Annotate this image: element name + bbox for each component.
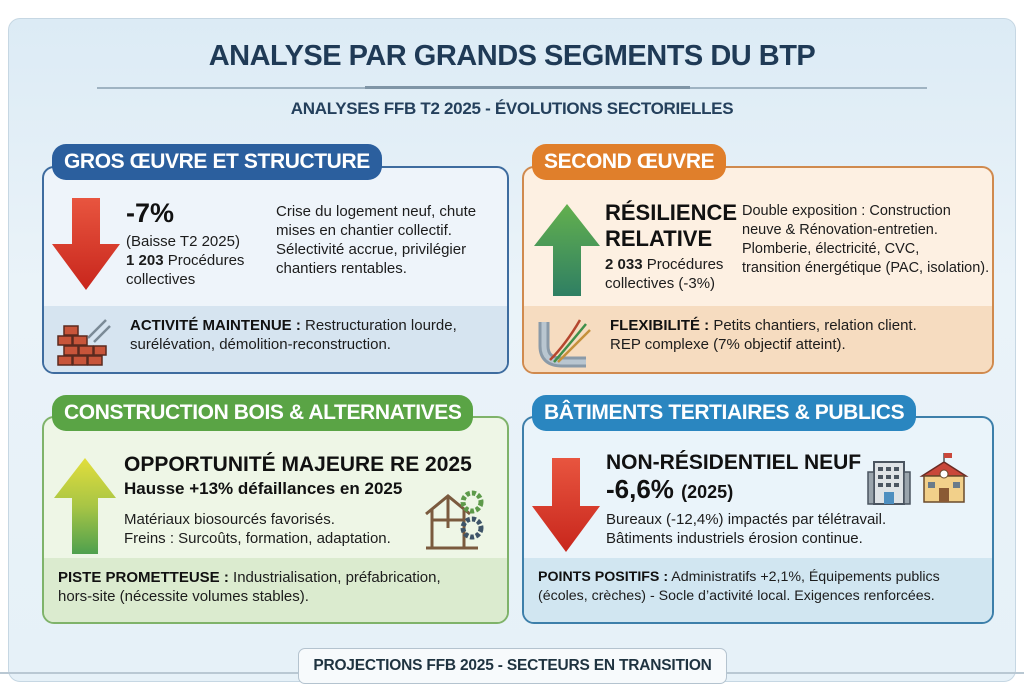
card-bois-footer: PISTE PROMETTEUSE : Industrialisation, p… — [44, 558, 507, 622]
tab-gros-oeuvre: GROS ŒUVRE ET STRUCTURE — [52, 144, 382, 180]
arrow-down-icon — [532, 458, 600, 552]
page-subtitle: ANALYSES FFB T2 2025 - ÉVOLUTIONS SECTOR… — [290, 99, 734, 118]
headline-bois: OPPORTUNITÉ MAJEURE RE 2025 — [124, 453, 472, 476]
desc-tertiaire: Bureaux (-12,4%) impactés par télétravai… — [606, 511, 887, 547]
card-gros-oeuvre-footer: ACTIVITÉ MAINTENUE : Restructuration lou… — [44, 306, 507, 372]
page-title: ANALYSE PAR GRANDS SEGMENTS DU BTP — [208, 40, 816, 72]
procedures-gros-oeuvre: (Baisse T2 2025) 1 203 Procédures collec… — [126, 233, 245, 288]
value-tertiaire: -6,6% (2025) — [606, 474, 734, 504]
desc-second-oeuvre: Double exposition : Construction neuve &… — [742, 203, 990, 276]
footer-bold-label: ACTIVITÉ MAINTENUE : — [130, 317, 301, 334]
card-second-oeuvre: FLEXIBILITÉ : Petits chantiers, relation… — [522, 166, 994, 374]
arrow-up-icon — [534, 204, 600, 296]
card-gros-oeuvre: ACTIVITÉ MAINTENUE : Restructuration lou… — [42, 166, 509, 374]
pipe-cables-icon — [538, 319, 591, 368]
card-tertiaire-footer: POINTS POSITIFS : Administratifs +2,1%, … — [524, 558, 992, 622]
procedures-second-oeuvre: 2 033 Procédures collectives (-3%) — [605, 256, 724, 292]
value-gros-oeuvre: -7% — [126, 198, 175, 228]
tab-second-oeuvre: SECOND ŒUVRE — [532, 144, 727, 180]
arrow-up-icon — [54, 458, 116, 554]
tab-tertiaire: BÂTIMENTS TERTIAIRES & PUBLICS — [532, 395, 917, 431]
desc-gros-oeuvre: Crise du logement neuf, chute mises en c… — [276, 203, 477, 277]
card-tertiaire: POINTS POSITIFS : Administratifs +2,1%, … — [522, 416, 994, 624]
brick-wall-icon — [57, 319, 111, 366]
title-divider-accent — [365, 86, 690, 89]
headline-second-oeuvre: RÉSILIENCE RELATIVE — [605, 200, 738, 251]
subheadline-bois: Hausse +13% défaillances en 2025 — [124, 479, 403, 498]
arrow-down-icon — [52, 198, 120, 290]
card-second-oeuvre-footer: FLEXIBILITÉ : Petits chantiers, relation… — [524, 306, 992, 372]
footer-label: PROJECTIONS FFB 2025 - SECTEURS EN TRANS… — [298, 648, 727, 684]
timber-frame-gears-icon — [425, 490, 484, 550]
headline-tertiaire: NON-RÉSIDENTIEL NEUF — [606, 451, 862, 474]
desc-bois: Matériaux biosourcés favorisés. Freins :… — [124, 511, 391, 547]
office-school-buildings-icon — [867, 453, 969, 505]
tab-bois: CONSTRUCTION BOIS & ALTERNATIVES — [52, 395, 474, 431]
